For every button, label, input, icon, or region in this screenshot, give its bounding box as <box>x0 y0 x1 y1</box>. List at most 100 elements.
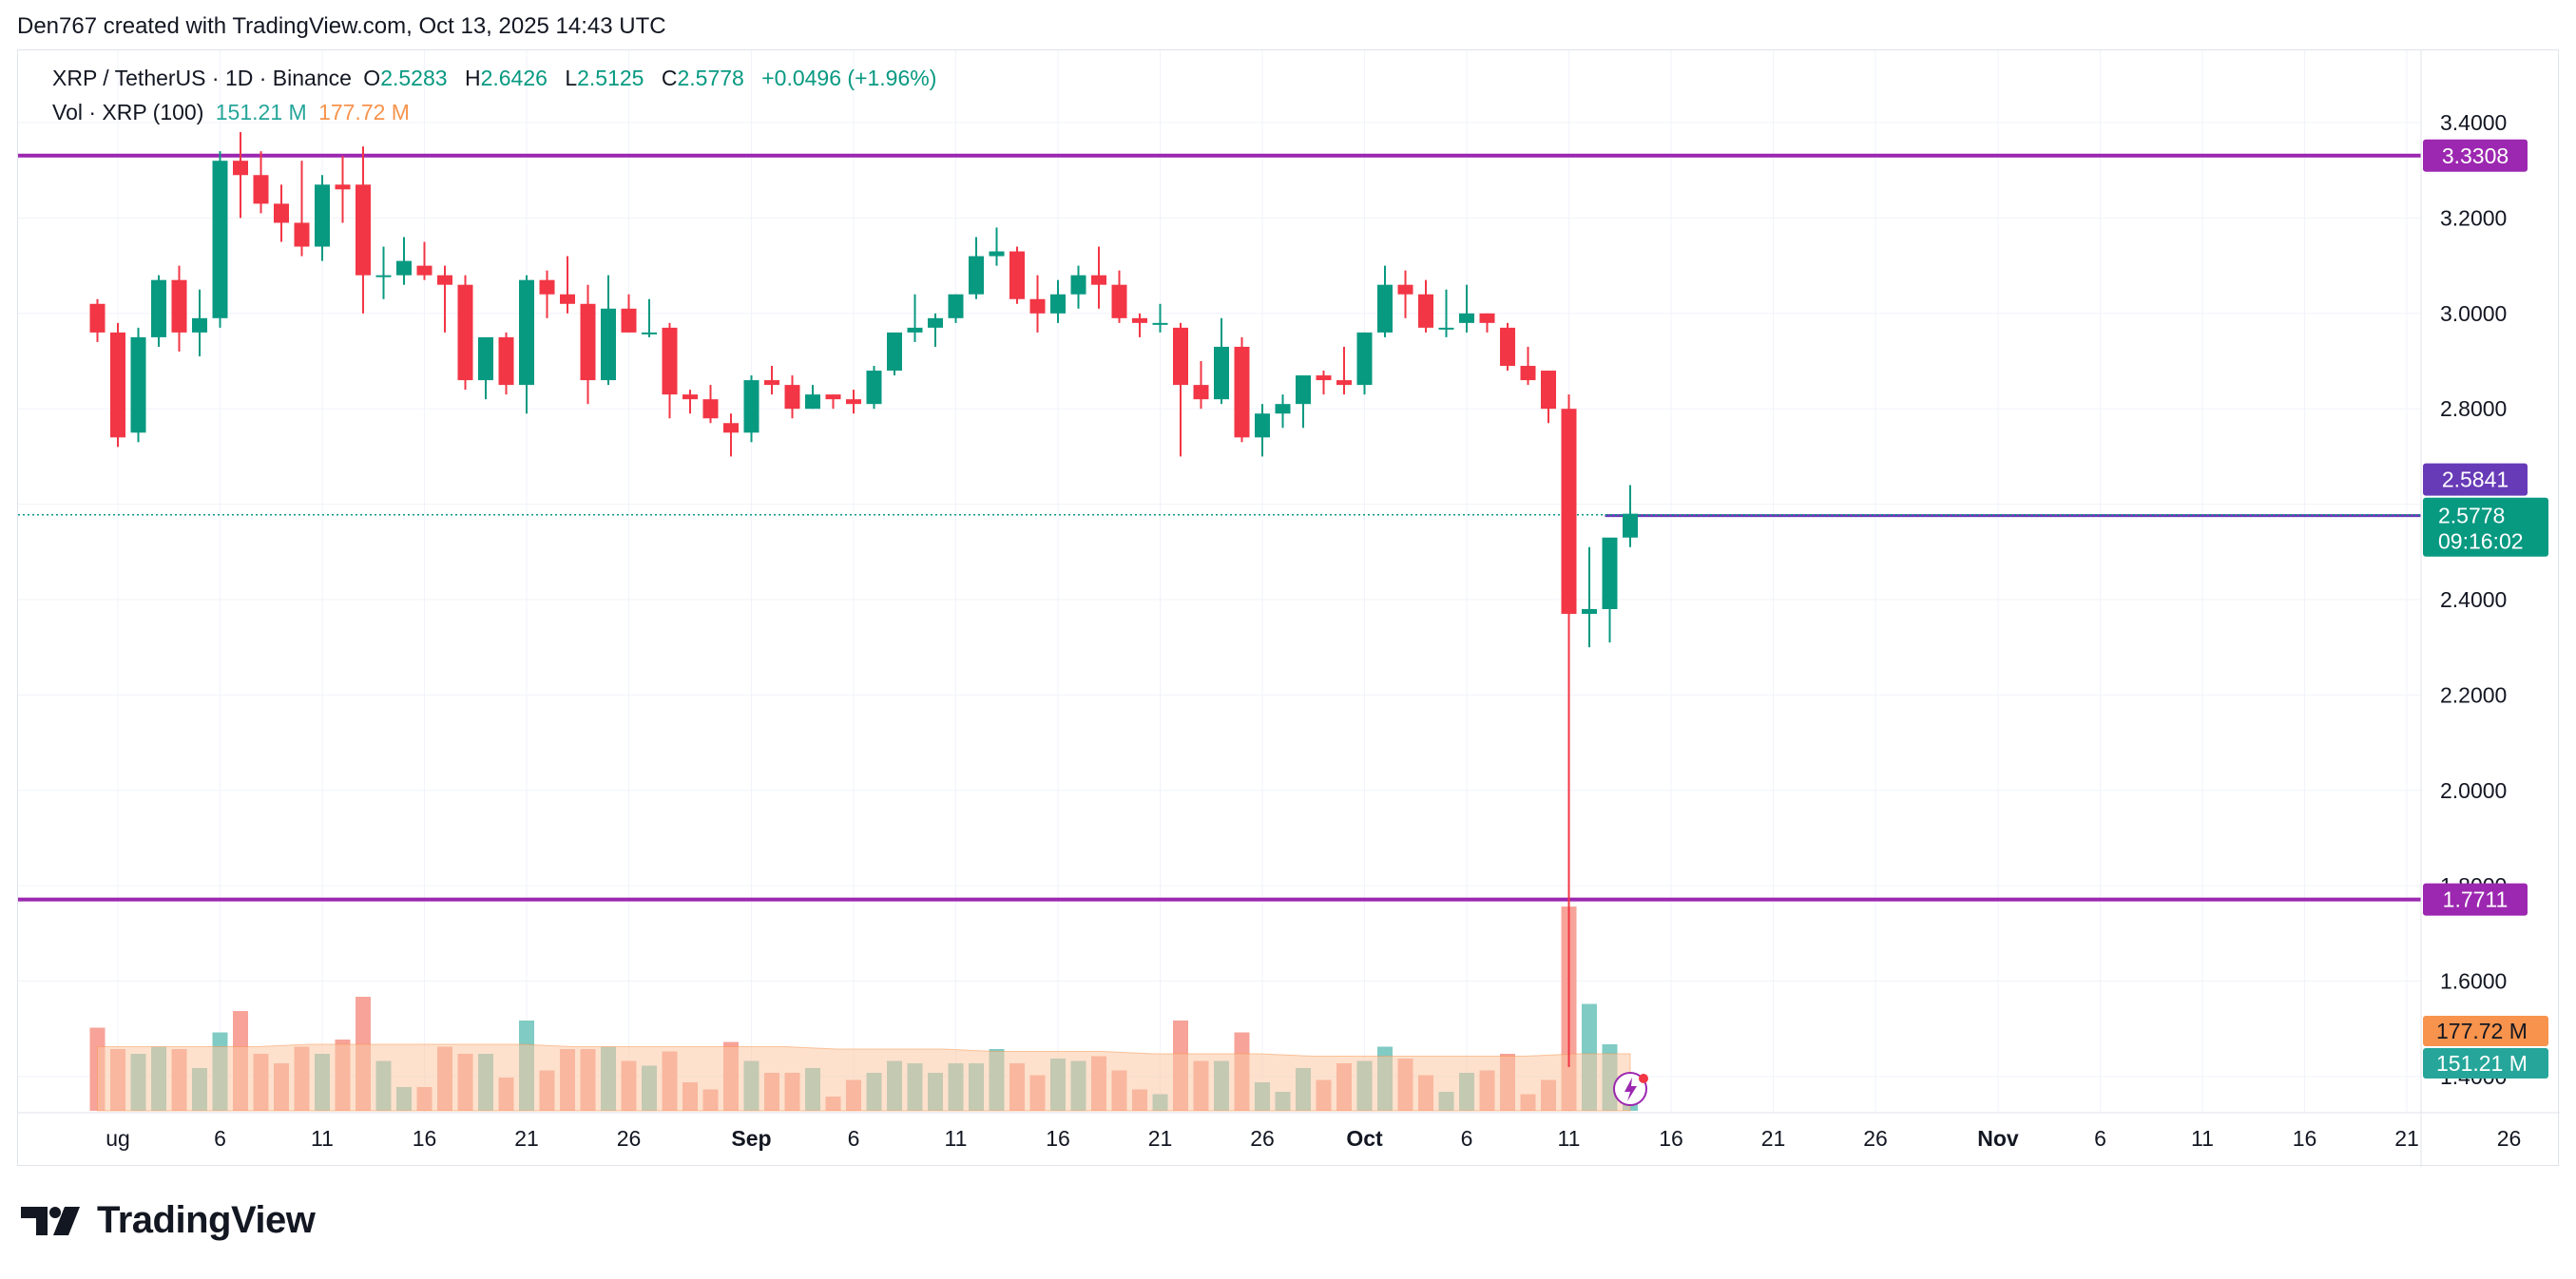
candle-body <box>989 251 1005 257</box>
low-label: L <box>565 66 578 90</box>
marker-line-label: 2.5841 <box>2442 468 2509 492</box>
candle-body <box>928 317 943 328</box>
symbol-legend: XRP / TetherUS · 1D · Binance O2.5283 H2… <box>52 66 942 91</box>
candle-body <box>130 336 146 433</box>
candle-body <box>1418 294 1433 328</box>
candle-body <box>1377 284 1393 333</box>
time-tick-label: 16 <box>413 1126 437 1151</box>
time-tick-label: 6 <box>848 1126 860 1151</box>
time-tick-label: 11 <box>311 1126 334 1151</box>
candle-body <box>601 308 616 381</box>
candle-body <box>1132 317 1147 323</box>
candle-body <box>1173 327 1188 386</box>
price-chart[interactable]: 3.4000 3.2000 3.0000 2.8000 2.4000 2.2000 2.00… <box>18 50 2560 1167</box>
change-value: +0.0496 (+1.96%) <box>761 66 937 90</box>
candle-body <box>642 332 657 334</box>
lightning-dot <box>1639 1074 1648 1083</box>
tradingview-logo-icon <box>21 1206 80 1235</box>
candle-body <box>907 327 923 333</box>
horizontal-line-label: 3.3308 <box>2442 143 2509 168</box>
candle-body <box>437 275 452 285</box>
horizontal-line-label: 1.7711 <box>2443 888 2509 912</box>
candle-body <box>969 256 984 295</box>
candle-body <box>1520 366 1536 381</box>
candle-body <box>478 336 493 381</box>
price-tick-label: 3.4000 <box>2440 110 2507 135</box>
candle-body <box>621 308 637 333</box>
volume-ma-tag: 177.72 M <box>2436 1019 2528 1043</box>
time-tick-label: 21 <box>1148 1126 1173 1151</box>
candle-body <box>662 327 678 395</box>
price-tick-label: 2.4000 <box>2440 587 2507 612</box>
time-tick-label: 21 <box>2394 1126 2419 1151</box>
candles <box>89 132 1638 1067</box>
time-tick-label: Oct <box>1346 1126 1383 1151</box>
tradingview-logo[interactable]: TradingView <box>21 1199 316 1242</box>
time-tick-label: 11 <box>1558 1126 1581 1151</box>
open-label: O <box>363 66 381 90</box>
candle-body <box>825 394 841 400</box>
candle-body <box>764 380 779 386</box>
volume-ma-area <box>97 1043 1631 1112</box>
candle-body <box>702 399 719 419</box>
candle-body <box>253 175 269 204</box>
high-value: 2.6426 <box>480 66 548 90</box>
candle-body <box>539 279 555 295</box>
candle-body <box>356 184 371 276</box>
candle-body <box>1582 609 1597 615</box>
candle-body <box>89 303 106 333</box>
candle-body <box>784 385 800 410</box>
volume-ma-value: 177.72 M <box>318 100 410 124</box>
volume-legend: Vol · XRP (100) 151.21 M 177.72 M <box>52 100 415 125</box>
volume-title[interactable]: Vol · XRP (100) <box>52 100 204 124</box>
time-tick-label: 26 <box>617 1126 642 1151</box>
price-tick-label: 2.0000 <box>2440 778 2507 803</box>
axes: 3.4000 3.2000 3.0000 2.8000 2.4000 2.2000 2.00… <box>18 50 2560 1167</box>
candle-body <box>335 184 351 190</box>
candle-body <box>1500 327 1515 367</box>
candle-body <box>396 260 412 276</box>
time-tick-label: 26 <box>1863 1126 1888 1151</box>
symbol-title[interactable]: XRP / TetherUS · 1D · Binance <box>52 66 352 90</box>
time-tick-label: 21 <box>514 1126 539 1151</box>
volume-value: 151.21 M <box>215 100 307 124</box>
high-label: H <box>464 66 481 90</box>
price-tick-label: 2.8000 <box>2440 396 2507 421</box>
candle-body <box>1255 413 1270 438</box>
close-label: C <box>661 66 678 90</box>
candle-body <box>274 203 289 223</box>
horizontal-line-label-bg <box>2423 139 2528 172</box>
horizontal-lines <box>18 153 2421 902</box>
alert-lightning-icon[interactable] <box>1613 1072 1648 1106</box>
candle-body <box>1234 346 1250 438</box>
candle-body <box>1561 409 1577 615</box>
candle-body <box>1316 375 1332 381</box>
candle-body <box>1479 313 1495 323</box>
candle-body <box>846 399 861 405</box>
last-price-tag-bg <box>2423 497 2548 557</box>
volume-last-tag-bg <box>2423 1048 2548 1079</box>
price-tick-label: 2.2000 <box>2440 682 2507 707</box>
time-tick-label: 16 <box>2293 1126 2317 1151</box>
candle-body <box>743 380 759 433</box>
low-value: 2.5125 <box>577 66 644 90</box>
volume-ma-area-shape <box>97 1043 1631 1112</box>
candle-body <box>1214 346 1229 400</box>
time-tick-label: Nov <box>1977 1126 2019 1151</box>
candle-body <box>416 265 433 276</box>
time-tick-label: 11 <box>2191 1126 2214 1151</box>
time-tick-label: 26 <box>2497 1126 2522 1151</box>
time-tick-label: 6 <box>214 1126 226 1151</box>
time-tick-label: 16 <box>1659 1126 1683 1151</box>
candle-body <box>1296 375 1311 405</box>
candle-body <box>580 303 596 381</box>
candle-body <box>1091 275 1106 285</box>
time-tick-label: 21 <box>1761 1126 1786 1151</box>
time-tick-label: 11 <box>945 1126 968 1151</box>
open-value: 2.5283 <box>380 66 448 90</box>
time-tick-label: Sep <box>731 1126 771 1151</box>
chart-pane[interactable]: 3.4000 3.2000 3.0000 2.8000 2.4000 2.2000 2.00… <box>17 49 2560 1167</box>
volume-last-tag: 151.21 M <box>2436 1051 2528 1076</box>
candle-body <box>192 317 207 333</box>
